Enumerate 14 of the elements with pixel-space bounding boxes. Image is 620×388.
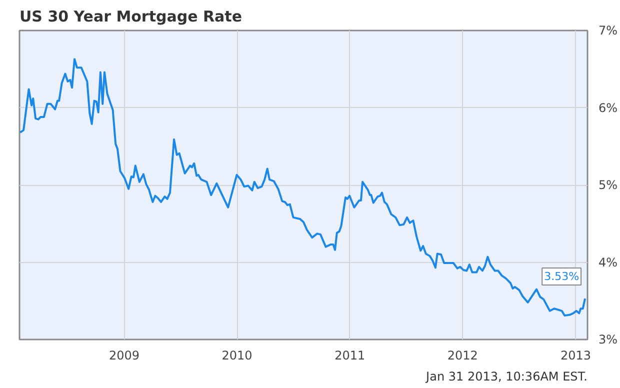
- text: Jan 31 2013, 10:36AM EST.: [425, 370, 588, 384]
- x-tick-label: 2010: [222, 348, 252, 362]
- y-tick-label: 7%: [598, 24, 618, 38]
- y-tick-label: 5%: [598, 178, 618, 192]
- x-tick-label: 2012: [447, 348, 478, 362]
- annotation: 3.53%: [544, 270, 580, 284]
- y-tick-label: 4%: [598, 255, 618, 270]
- x-tick-label: 2013: [560, 348, 592, 362]
- line-series: [20, 58, 586, 317]
- y-tick-label: 3%: [598, 332, 618, 346]
- x-tick-label: 2009: [108, 348, 140, 362]
- x-tick-label: 2011: [334, 348, 366, 362]
- y-tick-label: 6%: [598, 100, 618, 115]
- chart-title: US 30 Year Mortgage Rate: [20, 8, 242, 26]
